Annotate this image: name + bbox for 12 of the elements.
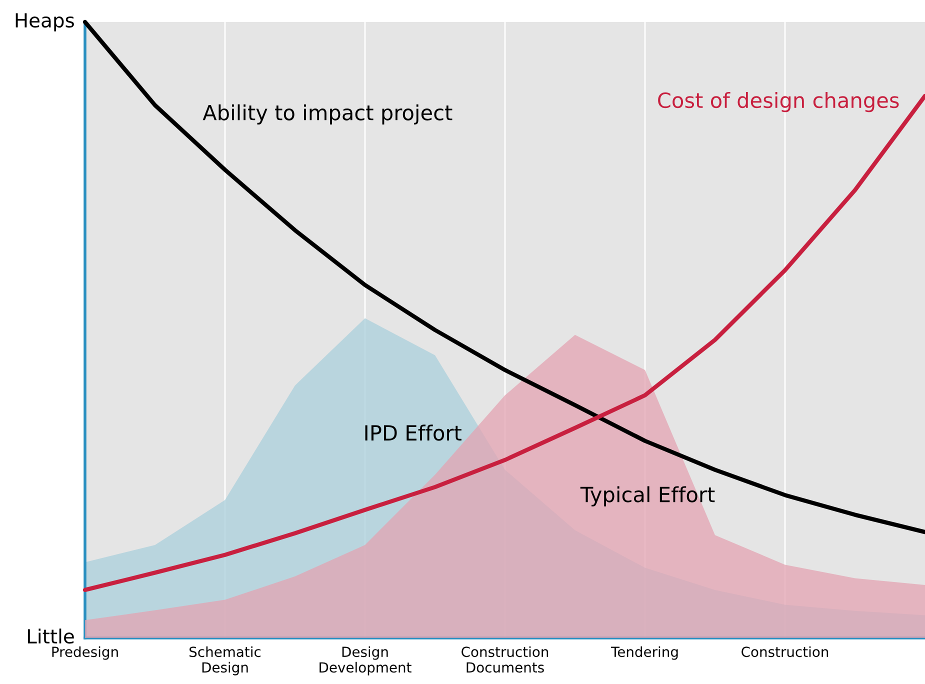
series-label: IPD Effort	[365, 424, 462, 441]
text: Little	[28, 628, 74, 644]
x-tick-label: Schematic Design	[190, 646, 261, 676]
x-tick-label: Design Development	[320, 646, 412, 676]
x-tick-label: Construction Documents	[462, 646, 548, 673]
x-tick-label: Construction	[742, 646, 828, 658]
series-label: Typical Effort	[580, 486, 715, 506]
x-tick-label: Tendering	[610, 646, 678, 660]
x-tick-label: Predesign	[52, 646, 118, 660]
series-label: Ability to impact project	[202, 104, 452, 124]
series-label: Cost of design changes	[658, 92, 899, 112]
text: Heaps	[16, 13, 74, 32]
